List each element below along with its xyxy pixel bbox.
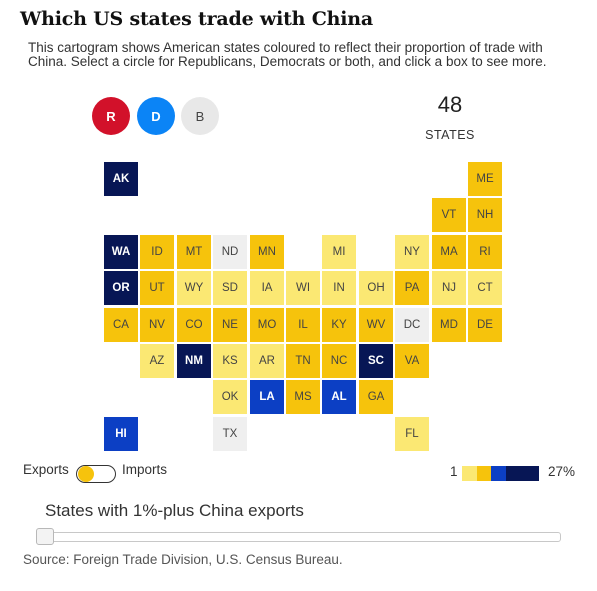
state-tile-md[interactable]: MD (432, 308, 466, 342)
state-tile-ia[interactable]: IA (250, 271, 284, 305)
state-tile-mo[interactable]: MO (250, 308, 284, 342)
state-tile-ny[interactable]: NY (395, 235, 429, 269)
state-tile-wv[interactable]: WV (359, 308, 393, 342)
state-tile-hi[interactable]: HI (104, 417, 138, 451)
legend-swatch-blue (491, 466, 506, 481)
state-tile-sd[interactable]: SD (213, 271, 247, 305)
legend-swatch-navy (506, 466, 539, 481)
state-tile-wy[interactable]: WY (177, 271, 211, 305)
state-tile-id[interactable]: ID (140, 235, 174, 269)
state-tile-pa[interactable]: PA (395, 271, 429, 305)
state-tile-nh[interactable]: NH (468, 198, 502, 232)
state-tile-ar[interactable]: AR (250, 344, 284, 378)
democrat-button[interactable]: D (137, 97, 175, 135)
state-tile-ky[interactable]: KY (322, 308, 356, 342)
state-tile-in[interactable]: IN (322, 271, 356, 305)
source-note: Source: Foreign Trade Division, U.S. Cen… (23, 552, 343, 567)
imports-label: Imports (122, 462, 168, 477)
state-tile-co[interactable]: CO (177, 308, 211, 342)
legend-min-label: 1 (450, 464, 458, 479)
state-tile-sc[interactable]: SC (359, 344, 393, 378)
state-tile-wa[interactable]: WA (104, 235, 138, 269)
state-tile-ma[interactable]: MA (432, 235, 466, 269)
state-tile-me[interactable]: ME (468, 162, 502, 196)
state-tile-or[interactable]: OR (104, 271, 138, 305)
legend-max-label: 27% (548, 464, 576, 479)
state-tile-al[interactable]: AL (322, 380, 356, 414)
page-title: Which US states trade with China (20, 8, 373, 30)
state-tile-nj[interactable]: NJ (432, 271, 466, 305)
state-tile-ct[interactable]: CT (468, 271, 502, 305)
state-tile-tx[interactable]: TX (213, 417, 247, 451)
state-tile-ca[interactable]: CA (104, 308, 138, 342)
state-count: 48 (437, 92, 463, 117)
state-tile-wi[interactable]: WI (286, 271, 320, 305)
state-tile-ne[interactable]: NE (213, 308, 247, 342)
state-tile-ok[interactable]: OK (213, 380, 247, 414)
state-tile-ga[interactable]: GA (359, 380, 393, 414)
state-tile-ri[interactable]: RI (468, 235, 502, 269)
legend-swatch-light (462, 466, 477, 481)
slider-label: States with 1%-plus China exports (45, 501, 304, 520)
slider-thumb[interactable] (36, 528, 54, 545)
state-tile-oh[interactable]: OH (359, 271, 393, 305)
exports-label: Exports (23, 462, 69, 477)
state-tile-nm[interactable]: NM (177, 344, 211, 378)
toggle-knob[interactable] (78, 466, 94, 482)
state-tile-de[interactable]: DE (468, 308, 502, 342)
state-tile-va[interactable]: VA (395, 344, 429, 378)
page-subtitle: This cartogram shows American states col… (28, 40, 547, 69)
state-tile-tn[interactable]: TN (286, 344, 320, 378)
state-tile-ak[interactable]: AK (104, 162, 138, 196)
state-tile-fl[interactable]: FL (395, 417, 429, 451)
state-tile-nv[interactable]: NV (140, 308, 174, 342)
state-tile-nc[interactable]: NC (322, 344, 356, 378)
state-tile-la[interactable]: LA (250, 380, 284, 414)
legend-swatch-mid (477, 466, 491, 481)
state-tile-mt[interactable]: MT (177, 235, 211, 269)
state-tile-mn[interactable]: MN (250, 235, 284, 269)
slider-track[interactable] (37, 532, 561, 542)
both-parties-button[interactable]: B (181, 97, 219, 135)
exports-imports-toggle[interactable] (76, 465, 116, 483)
state-tile-il[interactable]: IL (286, 308, 320, 342)
republican-button[interactable]: R (92, 97, 130, 135)
state-tile-dc[interactable]: DC (395, 308, 429, 342)
state-count-label: STATES (425, 128, 475, 142)
state-tile-nd[interactable]: ND (213, 235, 247, 269)
state-tile-vt[interactable]: VT (432, 198, 466, 232)
state-tile-az[interactable]: AZ (140, 344, 174, 378)
state-tile-ut[interactable]: UT (140, 271, 174, 305)
state-tile-ms[interactable]: MS (286, 380, 320, 414)
state-tile-ks[interactable]: KS (213, 344, 247, 378)
state-tile-mi[interactable]: MI (322, 235, 356, 269)
